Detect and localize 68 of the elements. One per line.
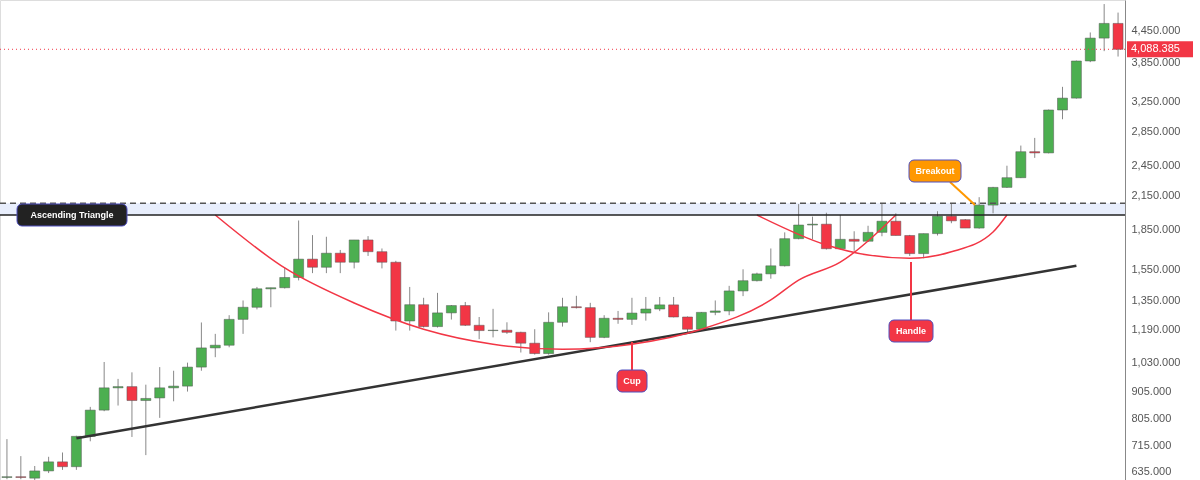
candlestick xyxy=(723,285,735,316)
candlestick xyxy=(460,301,471,327)
candlestick xyxy=(765,247,777,280)
y-tick-label: 1,030.000 xyxy=(1131,355,1181,368)
candlestick xyxy=(112,378,124,407)
candlestick xyxy=(626,297,638,326)
candlestick xyxy=(168,370,179,402)
candlestick xyxy=(737,268,749,297)
y-tick-label: 4,450.000 xyxy=(1131,23,1181,36)
candlestick xyxy=(362,235,374,257)
y-tick-label: 2,150.000 xyxy=(1131,188,1181,201)
candlestick xyxy=(1085,31,1096,63)
y-tick-label: 1,550.000 xyxy=(1131,262,1181,275)
candlestick xyxy=(1057,86,1068,120)
candlestick xyxy=(126,371,138,438)
candlestick xyxy=(432,292,443,329)
candlestick xyxy=(557,297,568,328)
y-tick-label: 2,450.000 xyxy=(1131,159,1181,172)
candlestick xyxy=(265,287,277,308)
ref-line-label: 4,088.385 xyxy=(1131,42,1180,55)
candlestick xyxy=(473,316,485,340)
y-tick-label: 3,250.000 xyxy=(1131,94,1181,107)
candlestick xyxy=(182,362,193,393)
y-tick-label: 3,850.000 xyxy=(1131,56,1181,69)
annotation: Cup xyxy=(623,376,642,386)
candlestick xyxy=(1098,3,1110,52)
candlestick xyxy=(196,321,207,372)
annotation: Breakout xyxy=(915,166,955,176)
y-tick-label: 905.000 xyxy=(1131,385,1172,398)
candlestick xyxy=(15,455,27,480)
y-tick-label: 805.000 xyxy=(1131,411,1172,424)
candlestick xyxy=(918,233,929,259)
y-tick-label: 635.000 xyxy=(1131,465,1172,478)
candlestick xyxy=(348,239,360,269)
y-tick-label: 2,850.000 xyxy=(1131,124,1181,137)
candlestick xyxy=(376,247,388,269)
candlestick xyxy=(237,299,249,335)
y-tick-label: 715.000 xyxy=(1131,438,1172,451)
candlestick xyxy=(1,438,13,480)
candlestick xyxy=(668,296,679,318)
candlestick xyxy=(98,361,110,412)
candlestick xyxy=(404,286,415,332)
candlestick xyxy=(1029,137,1040,159)
candlestick xyxy=(251,286,263,310)
candlestick xyxy=(848,230,860,252)
candlestick xyxy=(279,267,290,290)
candlestick xyxy=(612,310,624,325)
annotation: Ascending Triangle xyxy=(30,210,114,220)
candlestick xyxy=(335,249,346,274)
candlestick xyxy=(154,366,165,419)
candlestick xyxy=(321,236,332,274)
candlestick xyxy=(793,203,804,240)
candlestick xyxy=(1001,165,1013,189)
candlestick xyxy=(293,220,304,281)
y-tick-label: 1,350.000 xyxy=(1131,294,1181,307)
candlestick xyxy=(501,321,513,335)
candlestick xyxy=(835,214,846,251)
candlestick xyxy=(307,234,318,274)
candlestick xyxy=(807,216,818,240)
y-tick-label: 1,850.000 xyxy=(1131,222,1181,235)
candlestick xyxy=(210,333,221,358)
y-tick-label: 1,190.000 xyxy=(1131,322,1181,335)
candlestick xyxy=(932,210,943,236)
candlestick xyxy=(640,296,652,322)
candlestick xyxy=(487,308,499,338)
annotation: Handle xyxy=(895,326,927,336)
candlestick xyxy=(140,384,152,456)
candlestick xyxy=(418,297,429,329)
